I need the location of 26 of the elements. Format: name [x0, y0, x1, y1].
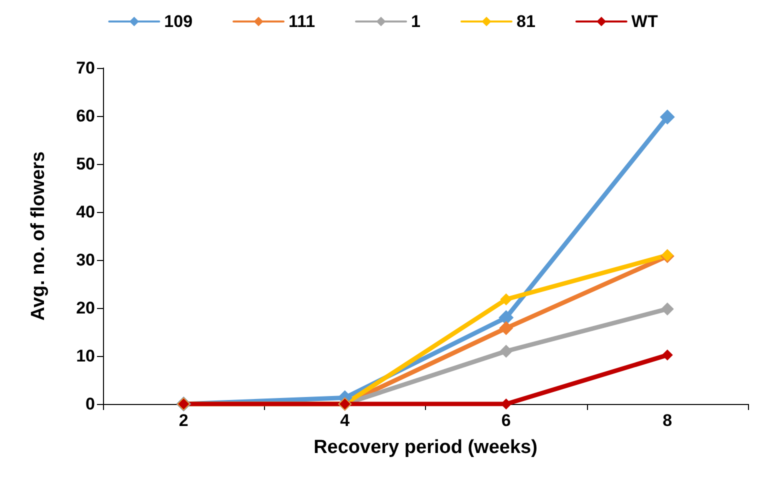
y-tick-label: 50 [76, 154, 95, 174]
y-tick-label: 70 [76, 58, 95, 78]
legend-label: 81 [516, 12, 536, 31]
point [498, 310, 514, 326]
y-tick-label: 30 [76, 250, 95, 270]
point [662, 350, 673, 361]
point [660, 109, 675, 124]
y-tick-label: 60 [76, 106, 95, 126]
x-tick-label: 8 [662, 411, 672, 430]
y-axis-title: Avg. no. of flowers [28, 151, 49, 321]
legend-label: 111 [288, 12, 316, 31]
point [500, 344, 513, 358]
y-tick-label: 10 [76, 346, 95, 366]
point [499, 321, 514, 336]
x-tick-label: 4 [340, 411, 350, 430]
x-tick-label: 2 [178, 411, 188, 430]
y-tick-label: 40 [76, 202, 95, 222]
legend-label: 1 [411, 12, 420, 31]
y-tick-label: 20 [76, 298, 95, 318]
y-tick-label: 0 [86, 394, 95, 414]
legend-label: 109 [164, 12, 193, 31]
legend-label: WT [631, 12, 658, 31]
point [660, 302, 674, 316]
x-tick-label: 6 [501, 411, 511, 430]
point [500, 293, 512, 306]
x-axis-title: Recovery period (weeks) [314, 437, 538, 458]
